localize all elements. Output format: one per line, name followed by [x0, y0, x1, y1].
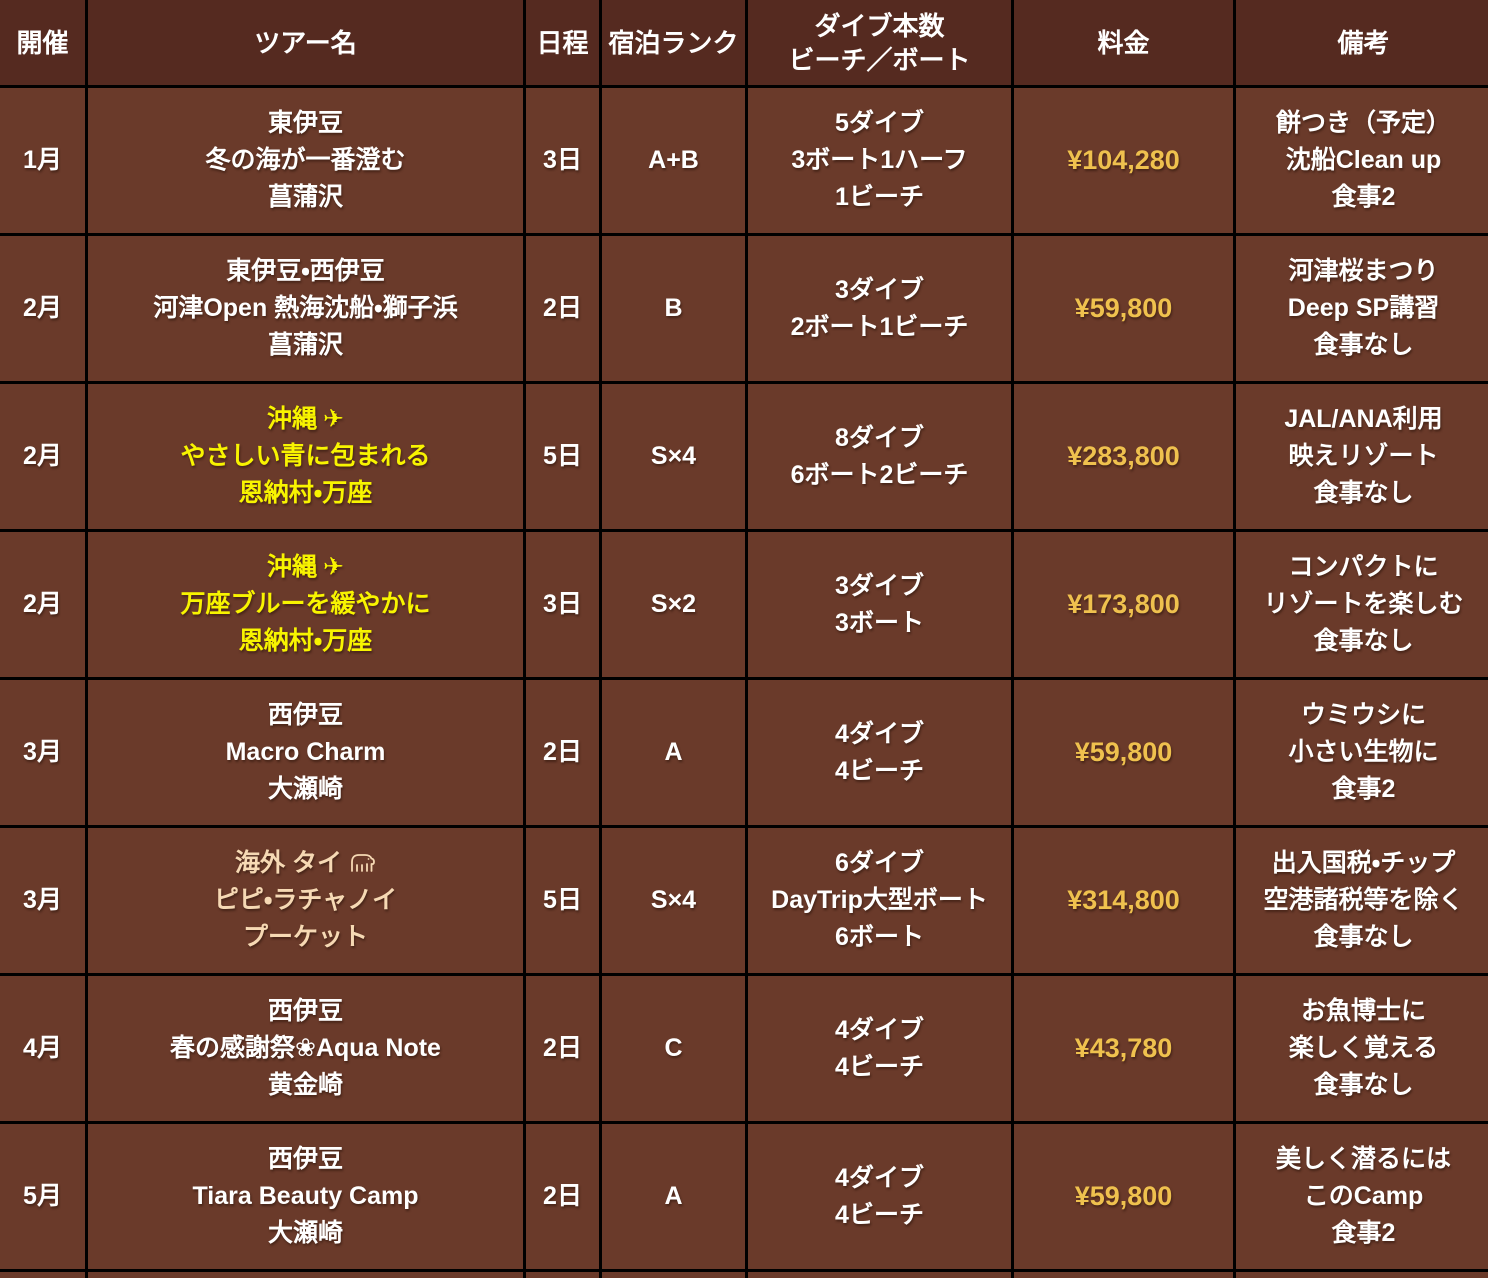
- table-row-partial: [0, 1269, 1488, 1278]
- cell-month: [0, 1269, 88, 1278]
- cell-notes: コンパクトに リゾートを楽しむ 食事なし: [1233, 529, 1488, 680]
- column-header-days: 日程: [523, 0, 602, 88]
- cell-month: 2月: [0, 233, 88, 384]
- cell-price: ¥43,780: [1011, 973, 1236, 1124]
- table-row: 2月 沖縄 ✈ 万座ブルーを緩やかに 恩納村・万座 3日 S×2 3ダイブ 3ボート ¥173,8…: [0, 529, 1488, 680]
- table-row: 3月 西伊豆 Macro Charm 大瀬崎 2日 A 4ダイブ 4ビーチ ¥59,800 ウミウ…: [0, 677, 1488, 828]
- cell-notes: 河津桜まつり Deep SP講習 食事なし: [1233, 233, 1488, 384]
- elephant-icon: [348, 845, 376, 882]
- column-header-rank: 宿泊ランク: [599, 0, 748, 88]
- cell-month: 5月: [0, 1121, 88, 1272]
- cell-days: 3日: [523, 85, 602, 236]
- cell-dives: 4ダイブ 4ビーチ: [745, 1121, 1014, 1272]
- cell-notes: 美しく潜るには このCamp 食事2: [1233, 1121, 1488, 1272]
- table-row: 1月 東伊豆 冬の海が一番澄む 菖蒲沢 3日 A+B 5ダイブ 3ボート1ハーフ 1ビーチ ¥10…: [0, 85, 1488, 236]
- cell-tour: 海外 タイ ピピ・ラチャノイ プーケット: [85, 825, 526, 976]
- cell-month: 3月: [0, 677, 88, 828]
- cell-dives: 3ダイブ 2ボート1ビーチ: [745, 233, 1014, 384]
- cell-dives: 3ダイブ 3ボート: [745, 529, 1014, 680]
- cell-tour: 東伊豆・西伊豆 河津Open 熱海沈船・獅子浜 菖蒲沢: [85, 233, 526, 384]
- cell-price: ¥283,800: [1011, 381, 1236, 532]
- column-header-dives: ダイブ本数 ビーチ／ボート: [745, 0, 1014, 88]
- table-header-row: 開催 ツアー名 日程 宿泊ランク ダイブ本数 ビーチ／ボート 料金 備考: [0, 0, 1488, 88]
- cell-price: ¥59,800: [1011, 1121, 1236, 1272]
- airplane-icon: ✈: [323, 553, 344, 581]
- cell-price: [1011, 1269, 1236, 1278]
- cell-tour: 西伊豆 春の感謝祭❀Aqua Note 黄金崎: [85, 973, 526, 1124]
- cell-rank: S×2: [599, 529, 748, 680]
- cell-notes: お魚博士に 楽しく覚える 食事なし: [1233, 973, 1488, 1124]
- cell-price: ¥173,800: [1011, 529, 1236, 680]
- cell-rank: [599, 1269, 748, 1278]
- cell-notes: JAL/ANA利用 映えリゾート 食事なし: [1233, 381, 1488, 532]
- cell-rank: A: [599, 677, 748, 828]
- cell-price: ¥59,800: [1011, 233, 1236, 384]
- cell-tour: 沖縄 ✈ やさしい青に包まれる 恩納村・万座: [85, 381, 526, 532]
- cell-tour: [85, 1269, 526, 1278]
- cell-tour: 西伊豆 Tiara Beauty Camp 大瀬崎: [85, 1121, 526, 1272]
- cell-dives: 4ダイブ 4ビーチ: [745, 677, 1014, 828]
- table-row: 5月 西伊豆 Tiara Beauty Camp 大瀬崎 2日 A 4ダイブ 4ビーチ ¥59,…: [0, 1121, 1488, 1272]
- cell-tour: 西伊豆 Macro Charm 大瀬崎: [85, 677, 526, 828]
- cell-rank: C: [599, 973, 748, 1124]
- cell-days: [523, 1269, 602, 1278]
- table-row: 4月 西伊豆 春の感謝祭❀Aqua Note 黄金崎 2日 C 4ダイブ 4ビーチ ¥43,78…: [0, 973, 1488, 1124]
- cell-rank: S×4: [599, 381, 748, 532]
- cell-price: ¥59,800: [1011, 677, 1236, 828]
- cell-days: 2日: [523, 677, 602, 828]
- cell-dives: 4ダイブ 4ビーチ: [745, 973, 1014, 1124]
- cell-dives: 6ダイブ DayTrip大型ボート 6ボート: [745, 825, 1014, 976]
- cell-dives: [745, 1269, 1014, 1278]
- column-header-month: 開催: [0, 0, 88, 88]
- airplane-icon: ✈: [323, 405, 344, 433]
- cell-days: 2日: [523, 1121, 602, 1272]
- cell-price: ¥104,280: [1011, 85, 1236, 236]
- cell-days: 5日: [523, 825, 602, 976]
- column-header-tour: ツアー名: [85, 0, 526, 88]
- cell-tour: 沖縄 ✈ 万座ブルーを緩やかに 恩納村・万座: [85, 529, 526, 680]
- cell-rank: A+B: [599, 85, 748, 236]
- cell-month: 3月: [0, 825, 88, 976]
- cell-days: 5日: [523, 381, 602, 532]
- cell-month: 2月: [0, 529, 88, 680]
- column-header-price: 料金: [1011, 0, 1236, 88]
- cell-month: 4月: [0, 973, 88, 1124]
- column-header-notes: 備考: [1233, 0, 1488, 88]
- cell-days: 2日: [523, 233, 602, 384]
- cell-notes: 出入国税・チップ 空港諸税等を除く 食事なし: [1233, 825, 1488, 976]
- cell-days: 2日: [523, 973, 602, 1124]
- cell-rank: S×4: [599, 825, 748, 976]
- cell-days: 3日: [523, 529, 602, 680]
- cell-notes: [1233, 1269, 1488, 1278]
- cell-price: ¥314,800: [1011, 825, 1236, 976]
- cell-month: 1月: [0, 85, 88, 236]
- cell-dives: 8ダイブ 6ボート2ビーチ: [745, 381, 1014, 532]
- cell-notes: ウミウシに 小さい生物に 食事2: [1233, 677, 1488, 828]
- table-row: 3月 海外 タイ ピピ・ラチャノイ プーケット 5日 S×4 6ダイブ DayTrip大型ボー…: [0, 825, 1488, 976]
- cell-month: 2月: [0, 381, 88, 532]
- cell-notes: 餅つき（予定） 沈船Clean up 食事2: [1233, 85, 1488, 236]
- cell-dives: 5ダイブ 3ボート1ハーフ 1ビーチ: [745, 85, 1014, 236]
- table-row: 2月 沖縄 ✈ やさしい青に包まれる 恩納村・万座 5日 S×4 8ダイブ 6ボート2ビーチ ¥2…: [0, 381, 1488, 532]
- cell-rank: A: [599, 1121, 748, 1272]
- cell-tour: 東伊豆 冬の海が一番澄む 菖蒲沢: [85, 85, 526, 236]
- cell-rank: B: [599, 233, 748, 384]
- table-row: 2月 東伊豆・西伊豆 河津Open 熱海沈船・獅子浜 菖蒲沢 2日 B 3ダイブ 2ボート1ビ…: [0, 233, 1488, 384]
